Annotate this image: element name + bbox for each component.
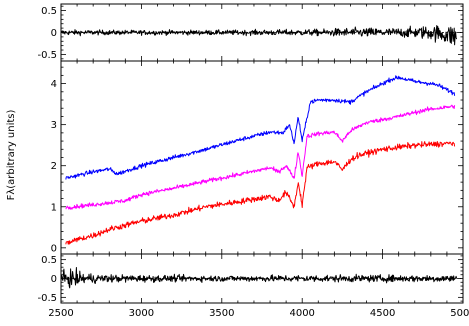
- bottom-residual-y-tick-label: -0.5: [37, 293, 57, 304]
- top-residual-y-tick-label: -0.5: [37, 50, 57, 61]
- x-tick-label: 4000: [289, 308, 314, 319]
- main-y-tick-label: 4: [51, 79, 57, 90]
- x-tick-label: 2500: [48, 308, 73, 319]
- main-y-tick-label: 0: [51, 243, 57, 254]
- x-tick-label: 4500: [370, 308, 395, 319]
- main-frame: [60, 60, 464, 255]
- x-tick-label: 3000: [129, 308, 154, 319]
- x-tick-label: 5000: [450, 308, 469, 319]
- bottom-residual-y-tick-label: 0: [51, 274, 57, 285]
- top-residual-y-tick-label: 0: [51, 28, 57, 39]
- main-y-tick-label: 3: [51, 120, 57, 131]
- top-residual-panel: -0.5 0 0.5: [37, 3, 464, 62]
- top-residual-series-0: [60, 25, 458, 46]
- main-series-0: [65, 75, 456, 180]
- main-series-1: [65, 104, 456, 210]
- bottom-residual-panel: 2500 3000 3500 4000 4500 5000 -0.5 0 0.5: [37, 253, 469, 319]
- main-y-tick-label: 1: [51, 202, 57, 213]
- main-y-tick-label: 2: [51, 161, 57, 172]
- x-tick-label: 3500: [209, 308, 234, 319]
- main-y-axis-label: Fλ(arbitrary units): [6, 110, 17, 201]
- top-residual-y-tick-label: 0.5: [41, 6, 57, 17]
- main-series-2: [65, 141, 456, 245]
- bottom-residual-series-0: [60, 267, 458, 289]
- main-spectra-panel: 0 1 2 3 4: [51, 60, 464, 255]
- bottom-residual-y-tick-label: 0.5: [41, 255, 57, 266]
